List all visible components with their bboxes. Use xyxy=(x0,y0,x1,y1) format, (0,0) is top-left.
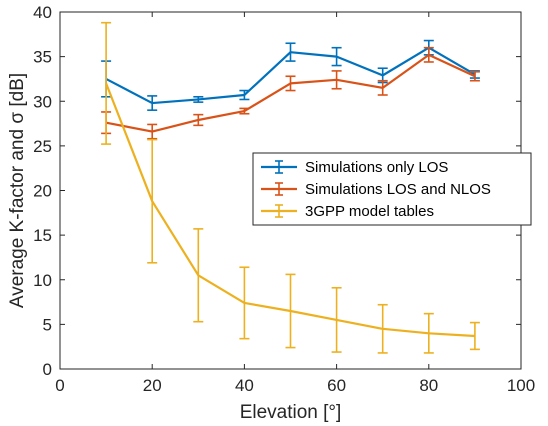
legend-label: 3GPP model tables xyxy=(305,203,434,220)
series-2 xyxy=(101,46,480,140)
x-axis-title: Elevation [°] xyxy=(240,402,342,423)
x-tick-label: 20 xyxy=(143,376,162,395)
x-tick-label: 60 xyxy=(327,376,346,395)
y-tick-label: 5 xyxy=(43,315,52,334)
x-tick-label: 80 xyxy=(419,376,438,395)
x-tick-label: 0 xyxy=(55,376,64,395)
y-tick-label: 20 xyxy=(33,182,52,201)
y-tick-label: 30 xyxy=(33,92,52,111)
tick-labels: 0 20 40 60 80 100 0 5 10 15 20 25 30 35 40 xyxy=(33,3,535,395)
y-tick-label: 15 xyxy=(33,226,52,245)
legend-box xyxy=(252,152,532,226)
y-tick-label: 0 xyxy=(43,360,52,379)
legend-item: Simulations LOS and NLOS xyxy=(261,181,491,198)
x-tick-label: 40 xyxy=(235,376,254,395)
series-3 xyxy=(101,21,480,354)
legend-item: 3GPP model tables xyxy=(261,203,434,220)
y-tick-label: 25 xyxy=(33,137,52,156)
legend-label: Simulations LOS and NLOS xyxy=(305,181,491,198)
legend-item: Simulations only LOS xyxy=(261,159,448,176)
y-axis-title: Average K-factor and σ [dB] xyxy=(7,73,28,308)
legend: Simulations only LOS Simulations LOS and … xyxy=(252,152,532,226)
y-tick-label: 10 xyxy=(33,271,52,290)
series xyxy=(101,21,480,354)
x-tick-label: 100 xyxy=(507,376,535,395)
y-tick-label: 40 xyxy=(33,3,52,22)
y-tick-label: 35 xyxy=(33,48,52,67)
legend-label: Simulations only LOS xyxy=(305,159,448,176)
